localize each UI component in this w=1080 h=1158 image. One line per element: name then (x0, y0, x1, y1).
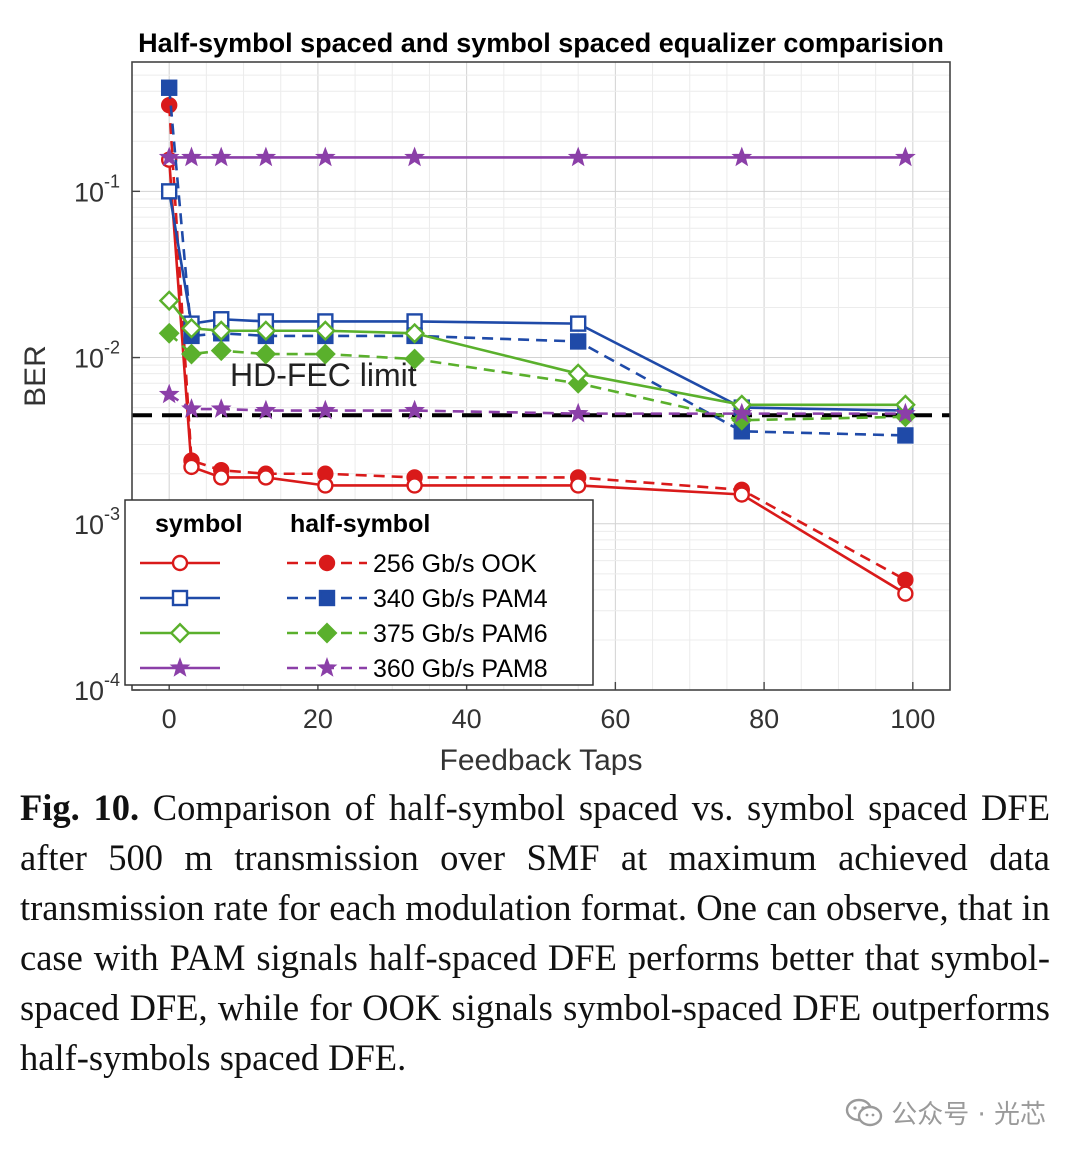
data-point-star (315, 399, 336, 420)
data-point-star (210, 398, 232, 418)
data-point-star (316, 657, 338, 677)
chart: Half-symbol spaced and symbol spaced equ… (19, 28, 951, 775)
data-point-star (255, 399, 277, 420)
series-line-half-symbol (168, 393, 906, 415)
data-point-star (158, 383, 180, 404)
data-point-diamond (255, 320, 277, 342)
data-point-square (160, 183, 178, 200)
data-point-square (171, 589, 189, 607)
data-point-circle (897, 571, 914, 589)
data-point-square (569, 315, 587, 332)
data-point-star (567, 146, 589, 167)
x-ticks: 0 20 40 60 80 100 (162, 682, 935, 734)
data-point-diamond (169, 622, 191, 644)
caption-label: Fig. 10. (20, 787, 140, 828)
data-point-diamond (404, 322, 426, 344)
data-point-diamond (181, 317, 202, 339)
series-group (158, 290, 916, 431)
watermark: 公众号 · 光芯 (845, 1094, 1046, 1131)
data-point-circle (318, 554, 336, 572)
y-tick-label: 10-1 (74, 171, 120, 207)
data-point-star (210, 146, 232, 167)
data-point-star (895, 146, 916, 167)
data-point-star (404, 146, 425, 167)
chart-title: Half-symbol spaced and symbol spaced equ… (138, 28, 944, 58)
data-point-diamond (404, 348, 426, 370)
y-tick-label: 10-2 (74, 338, 120, 374)
series-layer (158, 79, 916, 602)
data-point-diamond (567, 363, 589, 385)
legend-label: 340 Gb/s PAM4 (373, 585, 548, 613)
hd-fec-annotation: HD-FEC limit (230, 357, 417, 393)
data-point-diamond (181, 343, 202, 365)
legend-row: 360 Gb/s PAM8 (140, 655, 548, 683)
data-point-diamond (314, 343, 336, 365)
y-axis-label: BER (19, 345, 52, 407)
data-point-star (169, 657, 191, 677)
series-group (160, 96, 914, 602)
data-point-circle (317, 477, 334, 494)
legend-row: 340 Gb/s PAM4 (140, 585, 548, 613)
x-tick-label: 0 (162, 704, 177, 734)
data-point-circle (406, 477, 423, 494)
data-point-square (160, 79, 178, 96)
y-tick-label: 10-4 (74, 670, 120, 706)
data-point-diamond (316, 622, 338, 644)
data-point-star (404, 399, 425, 420)
x-tick-label: 60 (600, 704, 630, 734)
data-point-circle (160, 96, 178, 114)
y-ticks: 10-1 10-2 10-3 10-4 (74, 171, 140, 706)
data-point-circle (569, 477, 587, 494)
plot-frame (131, 61, 951, 691)
x-tick-label: 100 (890, 704, 935, 734)
data-point-circle (213, 469, 230, 486)
data-point-circle (733, 486, 750, 503)
y-tick-label: 10-3 (74, 504, 120, 540)
data-point-star (255, 146, 277, 167)
legend-label: 375 Gb/s PAM6 (373, 620, 548, 648)
data-point-star (315, 146, 336, 167)
data-point-diamond (210, 320, 232, 342)
data-point-circle (257, 469, 275, 486)
data-point-diamond (158, 290, 180, 312)
data-point-square (318, 589, 336, 607)
data-point-star (181, 146, 202, 167)
data-point-diamond (255, 343, 277, 365)
data-point-diamond (210, 340, 232, 362)
data-point-star (895, 402, 916, 423)
x-tick-label: 40 (452, 704, 482, 734)
data-point-circle (897, 585, 914, 602)
series-group (158, 146, 916, 423)
legend-box (124, 499, 594, 686)
legend-row: 256 Gb/s OOK (140, 550, 537, 578)
x-tick-label: 20 (303, 704, 333, 734)
wechat-icon (846, 1098, 883, 1126)
data-point-square (569, 333, 587, 350)
data-point-star (181, 398, 202, 418)
x-tick-label: 80 (749, 704, 779, 734)
watermark-text: 公众号 · 光芯 (891, 1100, 1046, 1130)
legend: symbol half-symbol 256 Gb/s OOK 340 Gb/s … (124, 499, 594, 686)
data-point-star (158, 146, 180, 167)
legend-label: 256 Gb/s OOK (373, 550, 537, 578)
legend-header-symbol: symbol (155, 510, 243, 538)
data-point-circle (183, 458, 200, 476)
x-axis-label: Feedback Taps (440, 744, 643, 775)
data-point-diamond (314, 320, 336, 342)
data-point-diamond (158, 322, 180, 344)
legend-label: 360 Gb/s PAM8 (373, 655, 548, 683)
caption-text: Comparison of half-symbol spaced vs. sym… (20, 787, 1051, 1078)
legend-row: 375 Gb/s PAM6 (140, 620, 548, 648)
legend-header-half-symbol: half-symbol (290, 510, 430, 538)
data-point-circle (171, 554, 189, 572)
figure-caption: Fig. 10. Comparison of half-symbol space… (20, 783, 1050, 1083)
data-point-star (731, 402, 753, 423)
data-point-star (567, 402, 589, 423)
data-point-square (897, 427, 914, 444)
data-point-star (731, 146, 753, 167)
